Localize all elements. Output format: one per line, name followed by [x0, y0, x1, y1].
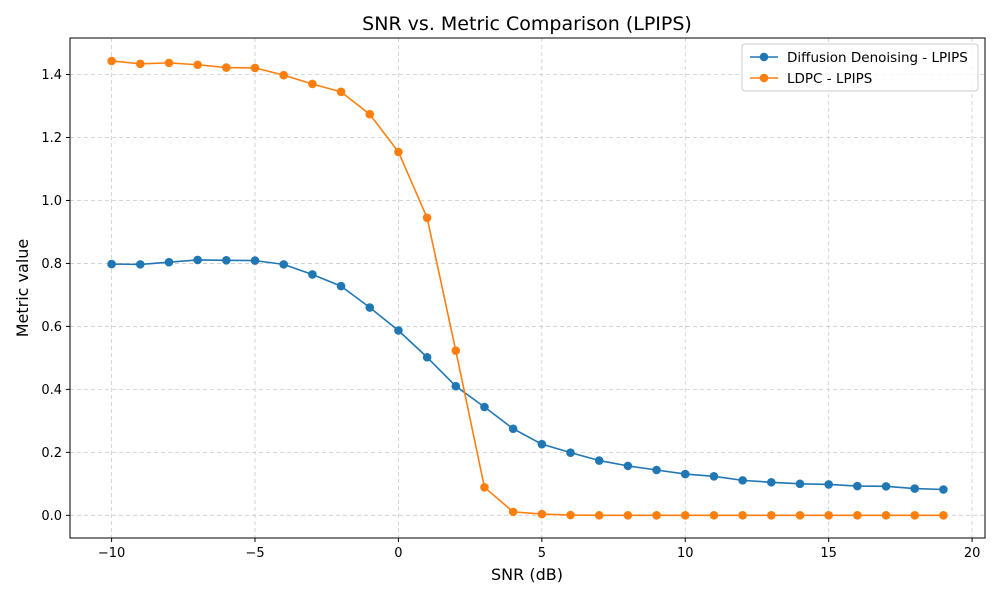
data-point	[537, 439, 547, 449]
y-tick-label: 0.4	[41, 383, 62, 398]
y-axis-title: Metric value	[13, 239, 32, 338]
data-point	[738, 476, 747, 485]
data-point	[135, 260, 145, 269]
legend-item: Diffusion Denoising - LPIPS	[750, 50, 968, 66]
legend-swatch-marker	[759, 52, 769, 62]
legend: Diffusion Denoising - LPIPS LDPC - LPIPS	[741, 43, 979, 92]
data-point	[853, 511, 862, 520]
data-point	[222, 63, 231, 72]
data-point	[795, 511, 805, 520]
data-point	[566, 510, 575, 520]
data-point	[336, 281, 346, 291]
data-point	[480, 402, 489, 412]
x-tick-label: 20	[964, 546, 981, 561]
data-point	[767, 477, 776, 487]
legend-label: Diffusion Denoising - LPIPS	[787, 50, 968, 66]
data-point	[394, 326, 403, 335]
x-axis-title: SNR (dB)	[491, 565, 563, 584]
grid	[70, 38, 985, 538]
data-point	[394, 147, 403, 157]
data-point	[422, 213, 432, 223]
data-point	[594, 456, 604, 465]
data-point	[365, 303, 375, 312]
y-tick-label: 0.2	[41, 446, 62, 461]
data-point	[910, 511, 920, 520]
legend-item: LDPC - LPIPS	[750, 71, 872, 87]
x-tick-label: 5	[538, 546, 546, 561]
data-point	[508, 507, 518, 517]
data-point	[566, 448, 575, 457]
data-point	[767, 511, 776, 520]
legend-label: LDPC - LPIPS	[787, 71, 872, 87]
data-point	[623, 511, 633, 520]
series-line	[111, 60, 944, 517]
data-point	[451, 381, 461, 391]
data-point	[709, 471, 719, 481]
data-point	[107, 259, 116, 269]
data-point	[738, 511, 747, 520]
data-point	[135, 59, 145, 69]
data-point	[537, 509, 547, 519]
data-point	[652, 465, 661, 475]
y-tick-label: 0.6	[41, 320, 62, 335]
series-2	[107, 56, 948, 520]
y-tick-label: 0.8	[41, 257, 62, 272]
plot-frame	[69, 37, 986, 539]
y-tick-label: 0.0	[41, 509, 62, 524]
data-point	[480, 483, 489, 492]
y-axis: 0.0 0.2 0.4 0.6 0.8 1.0 1.2 1.4	[41, 68, 70, 524]
chart-title: SNR vs. Metric Comparison (LPIPS)	[362, 13, 692, 35]
data-point	[250, 256, 260, 265]
data-point	[308, 270, 317, 279]
data-point	[279, 70, 288, 80]
y-tick-label: 1.4	[41, 68, 62, 83]
data-point	[508, 424, 518, 434]
data-point	[824, 480, 833, 489]
x-tick-label: −5	[245, 546, 264, 561]
data-point	[164, 257, 174, 267]
y-tick-label: 1.0	[41, 194, 62, 209]
series-1	[107, 255, 948, 494]
data-point	[795, 479, 805, 489]
data-point	[594, 511, 604, 520]
data-point	[107, 56, 116, 66]
data-point	[365, 109, 375, 119]
data-point	[451, 346, 461, 355]
data-point	[939, 485, 948, 494]
data-point	[853, 481, 862, 491]
data-point	[652, 511, 661, 520]
series-line	[111, 259, 944, 491]
data-point	[910, 484, 920, 493]
data-point	[336, 87, 346, 97]
data-point	[164, 58, 174, 68]
data-point	[680, 469, 690, 479]
data-point	[881, 511, 891, 520]
legend-box	[741, 43, 979, 92]
data-point	[680, 511, 690, 520]
data-point	[623, 461, 633, 471]
data-point	[308, 79, 317, 89]
series-layer	[107, 56, 948, 520]
data-point	[824, 511, 833, 520]
data-point	[222, 255, 231, 265]
data-point	[709, 511, 719, 520]
data-point	[193, 60, 202, 70]
x-tick-label: −10	[98, 546, 125, 561]
x-tick-label: 10	[677, 546, 694, 561]
data-point	[250, 63, 260, 73]
x-axis: −10 −5 0 5 10 15 20	[98, 538, 980, 561]
legend-swatch-marker	[759, 73, 769, 83]
data-point	[279, 260, 288, 269]
data-point	[881, 482, 891, 491]
data-point	[193, 255, 202, 265]
x-tick-label: 0	[394, 546, 402, 561]
data-point	[422, 352, 432, 362]
data-point	[939, 511, 948, 520]
x-tick-label: 15	[820, 546, 837, 561]
y-tick-label: 1.2	[41, 131, 62, 146]
